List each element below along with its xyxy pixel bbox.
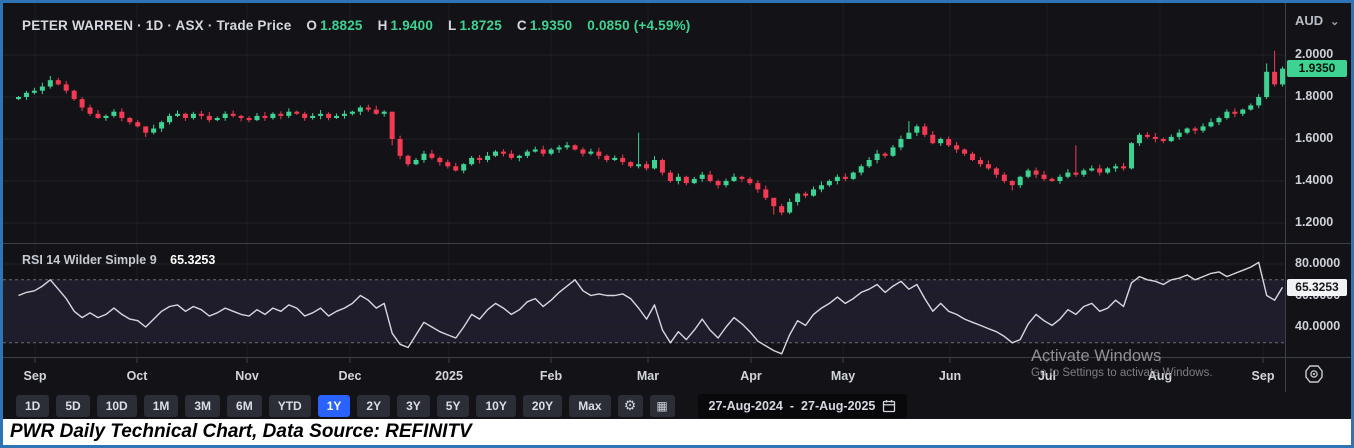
range-button-2y[interactable]: 2Y [357, 394, 391, 417]
month-label-mar: Mar [636, 369, 660, 383]
price-chart-canvas[interactable] [3, 3, 1351, 392]
price-axis[interactable]: AUD ⌄ 1.9350 65.3253 2.0000 1.8000 1.6000 1.… [1285, 3, 1351, 392]
last-price-badge: 1.9350 [1287, 60, 1347, 78]
month-label-nov: Nov [235, 369, 259, 383]
month-label-sep: Sep [23, 369, 47, 383]
range-button-5d[interactable]: 5D [56, 394, 90, 417]
range-button-max[interactable]: Max [569, 394, 611, 417]
activate-windows-watermark: Activate Windows [1031, 347, 1162, 365]
month-label-apr: Apr [740, 369, 762, 383]
month-label-may: May [830, 369, 856, 383]
close-label: C [516, 18, 527, 33]
date-range-start: 27-Aug-2024 [708, 398, 783, 413]
currency-label: AUD [1295, 13, 1324, 28]
axis-settings-icon[interactable] [1303, 363, 1325, 385]
low-label: L [447, 18, 457, 33]
price-tick-1.8000: 1.8000 [1295, 89, 1334, 103]
currency-dropdown[interactable]: AUD ⌄ [1295, 13, 1339, 28]
high-value: 1.9400 [390, 18, 434, 33]
range-button-1m[interactable]: 1M [143, 394, 179, 417]
close-value: 1.9350 [529, 18, 573, 33]
symbol-title: PETER WARREN · 1D · ASX · Trade Price [22, 18, 292, 33]
range-buttons: 1D 5D 10D 1M 3M 6M YTD 1Y 2Y 3Y 5Y 10Y 20Y Max [16, 394, 611, 417]
rsi-indicator-label: RSI 14 Wilder Simple 9 65.3253 [22, 253, 215, 267]
open-value: 1.8825 [320, 18, 363, 33]
range-button-10y[interactable]: 10Y [476, 394, 516, 417]
price-tick-1.2000: 1.2000 [1295, 215, 1334, 229]
chart-settings-button[interactable]: ⚙ [617, 394, 643, 417]
date-range-picker[interactable]: 27-Aug-2024 - 27-Aug-2025 [697, 393, 908, 418]
time-axis[interactable]: Sep Oct Nov Dec 2025 Feb Mar Apr May Jun Jul Aug Sep [3, 357, 1285, 392]
range-button-10d[interactable]: 10D [96, 394, 137, 417]
month-label-dec: Dec [338, 369, 362, 383]
month-label-aug: Aug [1147, 369, 1173, 383]
rsi-value-badge: 65.3253 [1287, 278, 1347, 296]
change-value: 0.0850 (+4.59%) [587, 18, 691, 33]
data-table-button[interactable]: ▦ [649, 394, 675, 417]
month-label-feb: Feb [539, 369, 563, 383]
month-label-jun: Jun [938, 369, 962, 383]
range-button-1d[interactable]: 1D [16, 394, 50, 417]
gear-icon: ⚙ [623, 397, 637, 413]
range-button-20y[interactable]: 20Y [522, 394, 563, 417]
range-button-3m[interactable]: 3M [185, 394, 221, 417]
range-button-3y[interactable]: 3Y [397, 394, 430, 417]
timeframe-toolbar: 1D 5D 10D 1M 3M 6M YTD 1Y 2Y 3Y 5Y 10Y 20Y Max ⚙ ▦ 27… [3, 392, 1351, 419]
date-range-end: 27-Aug-2025 [801, 398, 876, 413]
month-label-sep: Sep [1251, 369, 1275, 383]
date-range-separator: - [789, 398, 795, 413]
open-label: O [306, 18, 318, 33]
rsi-tick-40.0000: 40.0000 [1295, 319, 1341, 333]
activate-windows-subtext: Go to Settings to activate Windows. [1031, 367, 1213, 379]
rsi-tick-80.0000: 80.0000 [1295, 256, 1341, 270]
price-tick-1.4000: 1.4000 [1295, 173, 1334, 187]
chart-caption: PWR Daily Technical Chart, Data Source: … [3, 419, 1351, 445]
price-tick-1.6000: 1.6000 [1295, 131, 1334, 145]
low-value: 1.8725 [459, 18, 502, 33]
month-label-oct: Oct [126, 369, 148, 383]
rsi-name: RSI 14 Wilder Simple 9 [22, 253, 157, 267]
calendar-icon [883, 399, 896, 412]
month-label-2025: 2025 [435, 369, 463, 383]
range-button-1y[interactable]: 1Y [317, 394, 351, 417]
range-button-ytd[interactable]: YTD [268, 394, 311, 417]
range-button-5y[interactable]: 5Y [436, 394, 470, 417]
table-icon: ▦ [656, 398, 668, 413]
price-tick-2.0000: 2.0000 [1295, 47, 1334, 61]
chevron-down-icon: ⌄ [1330, 16, 1340, 28]
range-button-6m[interactable]: 6M [227, 394, 262, 417]
high-label: H [377, 18, 388, 33]
rsi-current-value: 65.3253 [170, 253, 216, 267]
month-label-jul: Jul [1037, 369, 1057, 383]
